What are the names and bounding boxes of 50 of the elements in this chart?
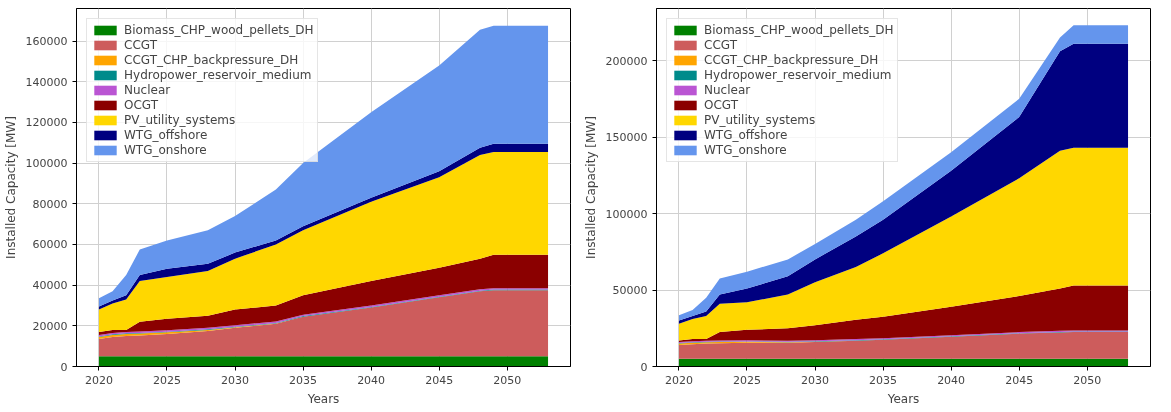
legend-label: OCGT [704,98,739,112]
legend-label: WTG_offshore [124,128,208,142]
y-tick-label: 80000 [32,197,68,211]
legend-label: CCGT [704,38,737,52]
x-tick-label: 2045 [425,373,454,387]
legend-label: WTG_offshore [704,128,788,142]
y-tick-label: 100000 [25,157,68,171]
y-tick-label: 100000 [605,207,648,221]
legend-label: WTG_onshore [704,143,787,157]
legend-label: CCGT_CHP_backpressure_DH [124,53,299,67]
y-tick-label: 20000 [32,319,68,333]
legend-label: Nuclear [124,83,171,97]
legend-label: PV_utility_systems [704,113,816,127]
legend-label: OCGT [124,98,159,112]
legend-label: Hydropower_reservoir_medium [704,68,892,82]
y-tick-label: 200000 [605,54,648,68]
legend-label: CCGT_CHP_backpressure_DH [704,53,879,67]
legend-label: Biomass_CHP_wood_pellets_DH [704,23,894,37]
x-tick-label: 2035 [869,373,898,387]
legend-label: Nuclear [704,83,751,97]
y-tick-label: 60000 [32,238,68,252]
x-tick-label: 2025 [153,373,181,387]
x-tick-label: 2050 [1073,373,1102,387]
x-axis-title: Years [886,391,920,406]
legend-label: Biomass_CHP_wood_pellets_DH [124,23,314,37]
x-axis-title: Years [306,391,340,406]
legend-label: WTG_onshore [124,143,207,157]
y-tick-label: 0 [60,360,68,374]
legend-label: CCGT [124,38,157,52]
y-tick-label: 160000 [25,35,68,49]
y-axis-title: Installed Capacity [MW] [583,116,598,259]
y-tick-label: 120000 [25,116,68,130]
x-tick-label: 2050 [493,373,522,387]
x-tick-label: 2040 [937,373,966,387]
y-tick-label: 50000 [612,284,648,297]
y-axis-title: Installed Capacity [MW] [3,116,18,259]
y-tick-label: 40000 [32,279,68,293]
x-tick-label: 2035 [289,373,318,387]
y-tick-label: 140000 [25,75,68,89]
x-tick-label: 2025 [733,373,761,387]
x-tick-label: 2030 [801,373,830,387]
y-tick-label: 0 [640,360,648,374]
legend-label: Hydropower_reservoir_medium [124,68,312,82]
x-tick-label: 2020 [664,373,693,387]
x-tick-label: 2030 [221,373,250,387]
x-tick-label: 2040 [357,373,386,387]
y-tick-label: 150000 [605,131,648,145]
legend-label: PV_utility_systems [124,113,236,127]
x-tick-label: 2020 [84,373,113,387]
x-tick-label: 2045 [1005,373,1034,387]
